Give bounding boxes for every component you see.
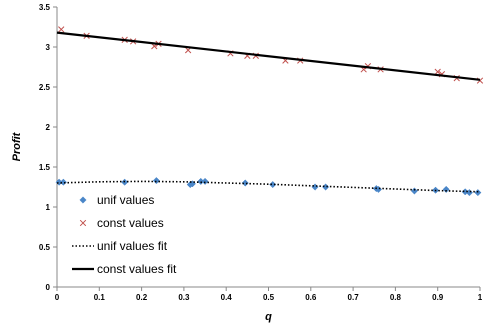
legend-label: unif values — [97, 193, 154, 207]
x-marker-stroke — [434, 68, 441, 75]
x-tick-label: 0.4 — [221, 293, 233, 302]
data-point-unif-values — [152, 177, 160, 185]
series-const-values — [58, 26, 484, 84]
x-marker-stroke — [476, 77, 484, 84]
x-tick-label: 0.9 — [432, 293, 444, 302]
y-tick-label: 1 — [46, 203, 51, 212]
legend-item-unif-values: unif values — [79, 193, 154, 207]
x-tick-label: 0.5 — [263, 293, 275, 302]
fit-line-unif-values-fit — [56, 180, 481, 193]
series-unif-values-fit — [56, 180, 481, 193]
x-tick-label: 0 — [55, 293, 60, 302]
x-tick-label: 0.7 — [348, 293, 360, 302]
x-axis-title: q — [265, 311, 272, 323]
y-tick-label: 1.5 — [39, 163, 51, 172]
series-const-values-fit — [56, 31, 481, 81]
y-tick-label: 2.5 — [39, 83, 51, 92]
y-tick-label: 3.5 — [39, 3, 51, 12]
y-axis-title: Profit — [11, 131, 23, 161]
y-tick-label: 2 — [46, 123, 51, 132]
x-ticks: 0 0.1 0.2 0.3 0.4 0.5 0.6 0.7 0.8 0.9 1 — [55, 287, 483, 302]
legend-swatch — [79, 219, 87, 227]
legend-item-unif-values-fit: unif values fit — [72, 239, 168, 253]
data-point-unif-values — [410, 187, 418, 195]
legend: unif values const values unif values fit co… — [72, 193, 177, 276]
fit-line-const-values-fit — [56, 31, 481, 81]
x-tick-label: 0.6 — [305, 293, 317, 302]
plot-area — [55, 26, 484, 197]
data-point-unif-values — [241, 179, 249, 187]
data-point-unif-values — [59, 178, 67, 186]
y-ticks: 0 0.5 1 1.5 2 2.5 3 3.5 — [39, 3, 57, 292]
legend-label: const values — [97, 216, 164, 230]
legend-label: unif values fit — [97, 239, 168, 253]
data-point-unif-values — [311, 183, 319, 191]
data-point-unif-values — [442, 185, 450, 193]
data-point-unif-values — [474, 189, 482, 197]
x-marker-stroke — [79, 219, 87, 227]
data-point-const-values — [434, 68, 441, 75]
legend-swatch — [79, 196, 87, 204]
x-tick-label: 0.8 — [390, 293, 402, 302]
x-tick-label: 0.1 — [94, 293, 106, 302]
data-point-const-values — [58, 26, 65, 33]
x-marker-stroke — [58, 26, 65, 33]
y-tick-label: 0.5 — [39, 243, 51, 252]
legend-item-const-values: const values — [79, 216, 164, 230]
y-tick-label: 0 — [46, 283, 51, 292]
data-point-unif-values — [201, 177, 209, 185]
x-tick-label: 0.3 — [178, 293, 190, 302]
legend-label: const values fit — [97, 262, 177, 276]
x-tick-label: 1 — [478, 293, 483, 302]
y-tick-label: 3 — [46, 43, 51, 52]
x-tick-label: 0.2 — [136, 293, 148, 302]
legend-item-const-values-fit: const values fit — [72, 262, 177, 276]
